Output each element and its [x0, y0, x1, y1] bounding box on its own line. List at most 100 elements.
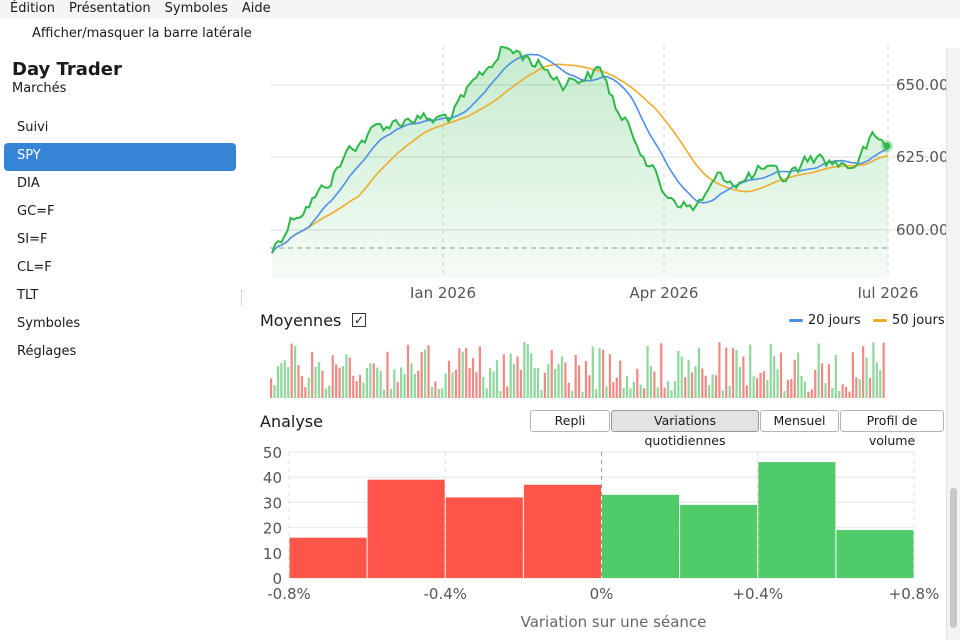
sidebar-item-symboles[interactable]: Symboles: [17, 316, 81, 331]
volume-bar: [820, 363, 824, 398]
volume-bar: [844, 386, 848, 398]
volume-bar: [868, 377, 872, 398]
volume-bar: [790, 378, 793, 398]
menu-presentation[interactable]: Présentation: [68, 1, 151, 16]
volume-bar: [509, 353, 512, 398]
sidebar-item-spy[interactable]: SPY: [4, 143, 236, 171]
volume-bar: [742, 356, 745, 398]
volume-bar: [287, 366, 290, 398]
volume-bar: [827, 364, 831, 398]
x-tick-jul: Iul 2026: [857, 284, 918, 302]
volume-bar: [855, 377, 858, 398]
hist-bar: [602, 494, 680, 578]
volume-bar: [304, 387, 307, 398]
mensuel-button[interactable]: Mensuel: [760, 410, 839, 432]
volume-bar: [718, 342, 721, 398]
sidebar-item-suivi[interactable]: Suivi: [17, 120, 49, 135]
volume-bar: [321, 370, 324, 398]
hist-x-label: Variation sur une séance: [521, 613, 707, 631]
volume-bar: [680, 356, 683, 398]
volume-bar: [725, 347, 728, 398]
volume-bar: [687, 359, 690, 398]
volume-bar: [307, 377, 310, 398]
volume-bar: [608, 354, 612, 398]
volume-bar: [567, 382, 570, 398]
volume-bar: [810, 389, 813, 398]
sidebar-resize-handle[interactable]: [241, 290, 243, 306]
volume-bar: [475, 372, 478, 398]
sidebar-item-clf[interactable]: CL=F: [17, 260, 52, 275]
volume-bar: [348, 357, 351, 398]
volume-bar: [468, 367, 471, 398]
sidebar-item-sif[interactable]: SI=F: [17, 232, 48, 247]
volume-bar: [489, 367, 492, 398]
analyse-buttons: Repli Variations quotidiennes Mensuel Pr…: [530, 410, 945, 448]
y-tick-600: 600.00: [896, 221, 949, 239]
volume-bar: [372, 363, 375, 398]
volume-bar: [643, 388, 646, 398]
volume-bar: [365, 367, 369, 398]
volume-bar: [745, 385, 748, 398]
repli-button[interactable]: Repli: [530, 410, 610, 432]
volume-bar: [328, 385, 331, 398]
volume-bar: [759, 372, 762, 398]
volume-bar: [358, 374, 362, 398]
moyennes-label: Moyennes: [260, 311, 342, 330]
volume-bar: [571, 390, 574, 398]
volume-bar: [708, 385, 711, 398]
volume-bar: [584, 361, 588, 398]
volume-bar: [732, 347, 735, 398]
moyennes-checkbox[interactable]: ✓: [352, 313, 366, 327]
sidebar-nav: Suivi SPY DIA GC=F SI=F CL=F TLT Symbole…: [4, 115, 236, 367]
sidebar-item-reglages[interactable]: Réglages: [17, 344, 77, 359]
volume-bar: [400, 367, 403, 398]
app-subtitle: Marchés: [12, 81, 67, 96]
scrollbar-thumb[interactable]: [950, 488, 957, 628]
main-scrollbar[interactable]: [946, 48, 960, 640]
volume-bar: [331, 355, 334, 398]
volume-bar: [660, 343, 663, 398]
volume-bar: [270, 378, 273, 398]
toggle-sidebar-button[interactable]: Afficher/masquer la barre latérale: [32, 26, 252, 41]
volume-bar: [434, 381, 437, 398]
legend-50-label: 50 jours: [892, 313, 945, 328]
volume-bar: [519, 370, 523, 398]
volume-bar: [355, 381, 358, 398]
volume-bar: [598, 348, 601, 398]
menu-symboles[interactable]: Symboles: [164, 1, 228, 16]
volume-bar: [341, 366, 345, 398]
variation-histogram: 0 10 20 30 40 50 -0.8% -0.4% 0% +0.4% +0.8% Variati…: [263, 444, 939, 631]
volume-bar: [872, 342, 875, 398]
volume-bar: [694, 366, 697, 398]
volume-bar: [516, 356, 519, 398]
menu-edition[interactable]: Édition: [10, 1, 55, 16]
volume-bar: [478, 346, 481, 398]
volume-bar: [762, 371, 766, 398]
volume-bar: [601, 349, 605, 398]
menu-aide[interactable]: Aide: [241, 1, 271, 16]
volume-bar: [807, 391, 810, 398]
sidebar-item-gcf[interactable]: GC=F: [17, 204, 55, 219]
volume-bar: [663, 387, 666, 398]
variations-button[interactable]: Variations quotidiennes: [611, 410, 759, 448]
volume-bar: [670, 390, 673, 398]
hist-bar: [758, 462, 836, 578]
volume-bar: [417, 370, 420, 398]
price-line: [271, 46, 889, 254]
sidebar-item-dia[interactable]: DIA: [17, 176, 40, 191]
ma20-line: [271, 53, 889, 254]
volume-bar: [547, 364, 550, 398]
volume-bar: [591, 346, 594, 398]
hist-y-tick: 40: [263, 469, 282, 487]
hist-y-tick: 10: [263, 545, 282, 563]
volume-bar: [769, 343, 772, 398]
volume-bar: [786, 380, 789, 398]
volume-bar: [728, 385, 731, 398]
sidebar-item-tlt[interactable]: TLT: [17, 288, 39, 303]
volume-bar: [393, 369, 396, 398]
profil-volume-button[interactable]: Profil de volume: [840, 410, 944, 448]
volume-bar: [382, 389, 386, 398]
volume-bar: [704, 375, 707, 398]
volume-bar: [420, 351, 423, 398]
volume-bar: [290, 343, 293, 398]
